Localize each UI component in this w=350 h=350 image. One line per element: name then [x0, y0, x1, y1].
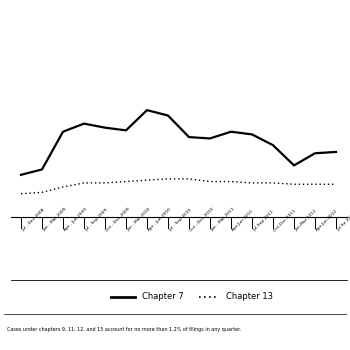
Text: Jul-Se 2012: Jul-Se 2012	[336, 212, 350, 232]
Text: Chapter 7: Chapter 7	[141, 292, 183, 301]
Text: Jul - Sep 2009: Jul - Sep 2009	[84, 208, 108, 232]
Text: Oct - Dec 2009: Oct - Dec 2009	[105, 206, 131, 232]
Text: Jan - Mar 2010: Jan - Mar 2010	[126, 207, 151, 232]
Text: Chapter 13: Chapter 13	[225, 292, 273, 301]
Text: Apr-Jun 2011: Apr-Jun 2011	[231, 210, 254, 232]
Text: Jul - Sep 2010: Jul - Sep 2010	[168, 208, 192, 232]
Text: Oct - Dec 2010: Oct - Dec 2010	[189, 206, 215, 232]
Text: Jan-Mar 2012: Jan-Mar 2012	[294, 209, 317, 232]
Text: Jan - Mar 2011: Jan - Mar 2011	[210, 207, 235, 232]
Text: Jul - Dec 2008: Jul - Dec 2008	[21, 208, 45, 232]
Text: Apr-Jun 2012: Apr-Jun 2012	[315, 210, 338, 232]
Text: Apr - Jun 2010: Apr - Jun 2010	[147, 208, 172, 232]
Text: Jul-Sep 2011: Jul-Sep 2011	[252, 210, 274, 232]
Text: Bankruptcy Cases Filed, by Quarter: Bankruptcy Cases Filed, by Quarter	[57, 277, 293, 290]
Text: Apr - Jun 2009: Apr - Jun 2009	[63, 208, 88, 232]
Text: Jan - Mar 2009: Jan - Mar 2009	[42, 207, 67, 232]
Text: April 2008 - March 2013: April 2008 - March 2013	[100, 302, 250, 312]
Text: Cases under chapters 9, 11, 12, and 15 account for no more than 1.2% of filings : Cases under chapters 9, 11, 12, and 15 a…	[7, 327, 241, 332]
Text: Oct-Dec 2011: Oct-Dec 2011	[273, 209, 297, 232]
